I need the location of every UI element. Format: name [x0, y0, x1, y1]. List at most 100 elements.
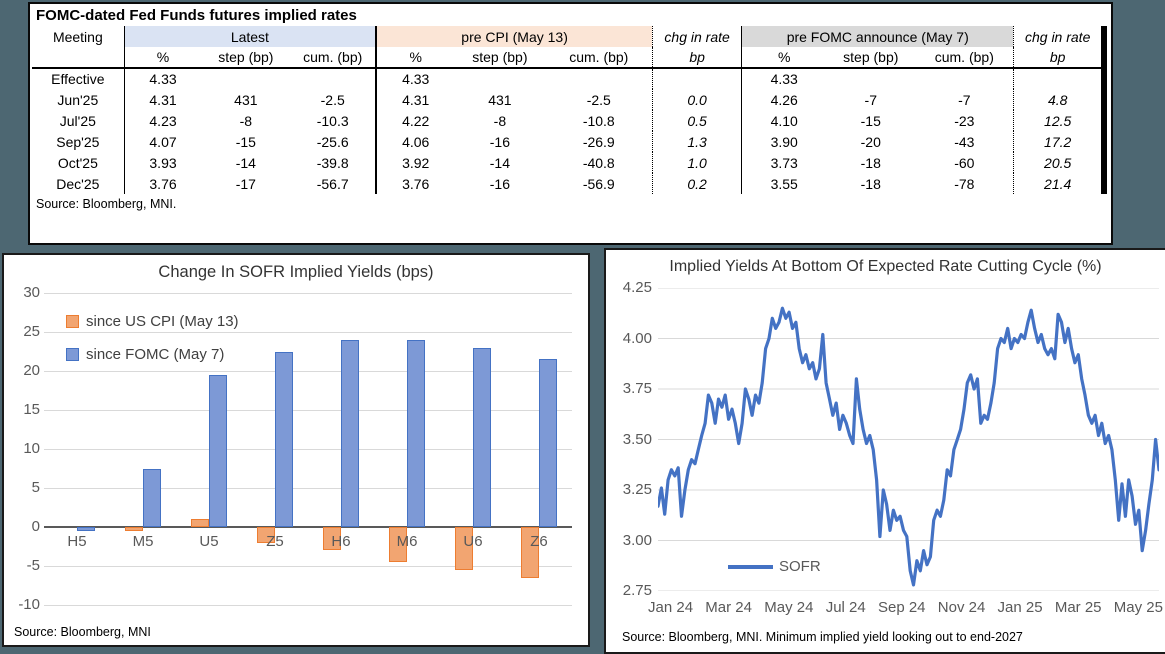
- value-cell: -14: [489, 154, 510, 171]
- value-cell: -14: [235, 154, 256, 171]
- y-tick-label: 4.00: [622, 329, 652, 347]
- value-cell: 17.2: [1013, 131, 1108, 152]
- value-cell: 21.4: [1013, 173, 1108, 194]
- x-category-label: Z6: [530, 533, 548, 550]
- value-cell: -8: [493, 112, 507, 129]
- line-chart-title: Implied Yields At Bottom Of Expected Rat…: [669, 258, 1102, 275]
- value-cell: -7: [915, 89, 1015, 110]
- value-cell: 4.31: [149, 91, 177, 108]
- meeting-cell: Sep'25: [32, 131, 125, 152]
- value-cell: 3.76: [149, 175, 177, 192]
- bar-fomc-M6: [407, 339, 425, 527]
- gridline: [44, 371, 572, 372]
- value-cell: 0.5: [652, 110, 743, 131]
- value-cell: 3.76: [402, 175, 430, 192]
- bar-cpi-M5: [125, 527, 143, 531]
- x-category-label: U5: [199, 533, 219, 550]
- meeting-cell: Jun'25: [32, 89, 125, 110]
- value-cell: 20.5: [1013, 152, 1108, 173]
- x-tick-label: Jan 25: [997, 599, 1043, 616]
- col-header-latest: Latest: [124, 26, 378, 47]
- value-cell: 1.0: [652, 152, 743, 173]
- x-tick-label: Sep 24: [877, 599, 926, 616]
- table-title: FOMC-dated Fed Funds futures implied rat…: [36, 7, 357, 24]
- value-cell: 3.90: [770, 133, 798, 150]
- x-category-label: H5: [67, 533, 87, 550]
- x-category-label: M5: [132, 533, 154, 550]
- y-tick-label: -10: [18, 596, 40, 613]
- col-header-meeting: Meeting: [32, 26, 125, 47]
- y-tick-label: 20: [23, 362, 40, 379]
- bar-fomc-M5: [143, 468, 161, 527]
- bar-fomc-Z5: [275, 351, 293, 527]
- y-tick-label: 15: [23, 401, 40, 418]
- bar-fomc-H6: [341, 339, 359, 527]
- value-cell: 4.33: [149, 71, 177, 87]
- gridline: [44, 410, 572, 411]
- value-cell: -26.9: [545, 131, 654, 152]
- sofr-change-bar-chart-panel: Change In SOFR Implied Yields (bps) H5 M5…: [2, 253, 590, 647]
- y-tick-label: 25: [23, 323, 40, 340]
- value-cell: 3.93: [149, 154, 177, 171]
- value-cell: -7: [864, 91, 877, 108]
- fomc-legend-swatch-icon: [66, 348, 79, 361]
- value-cell: -2.5: [290, 89, 378, 110]
- line-chart-source: Source: Bloomberg, MNI. Minimum implied …: [622, 630, 1023, 644]
- value-cell: [290, 68, 378, 89]
- bar-fomc-H5: [77, 527, 95, 531]
- sofr-line-sample-icon: [728, 564, 773, 569]
- table-subheader-row: % step (bp) cum. (bp)% step (bp) cum. (bp) bp…: [32, 47, 1108, 69]
- bar-chart-title: Change In SOFR Implied Yields (bps): [158, 263, 434, 281]
- gridline: [44, 293, 572, 294]
- subheader-cell: bp: [652, 47, 743, 69]
- subheader-cell: cum. (bp): [915, 47, 1015, 69]
- sofr-line-series: [658, 306, 1159, 587]
- y-tick-label: 4.25: [622, 279, 652, 296]
- meeting-cell: Dec'25: [32, 173, 125, 194]
- bar-cpi-U5: [191, 519, 209, 527]
- subheader-cell: %: [376, 47, 455, 69]
- bar-cpi-M6: [389, 527, 407, 563]
- line-chart-plot-area: [658, 288, 1159, 591]
- gridline: [44, 605, 572, 606]
- value-cell: 4.10: [770, 112, 798, 129]
- bar-cpi-Z5: [257, 527, 275, 543]
- value-cell: 4.07: [149, 133, 177, 150]
- value-cell: -43: [915, 131, 1015, 152]
- x-category-label: H6: [331, 533, 351, 550]
- value-cell: 3.73: [770, 154, 798, 171]
- value-cell: -10.8: [545, 110, 654, 131]
- value-cell: [454, 68, 545, 89]
- y-tick-label: 3.25: [622, 481, 652, 498]
- line-chart-x-axis: Jan 24 Mar 24 May 24 Jul 24 Sep 24 Nov 24 Jan …: [648, 599, 1163, 616]
- table-row: Oct'25 3.93 -14 -39.8 3.92 -14 -40.8 1.0 3.73 -18…: [32, 152, 1108, 173]
- y-tick-label: 10: [23, 440, 40, 457]
- bar-chart-plot-area: H5 M5 U5 Z5 H6 M6 U6 Z6 since US CPI (May 13) sin…: [44, 293, 572, 606]
- sofr-line-svg: [658, 288, 1159, 591]
- value-cell: [1013, 68, 1108, 89]
- x-tick-label: Mar 24: [705, 599, 752, 616]
- value-cell: [652, 68, 743, 89]
- y-tick-label: -5: [26, 557, 40, 574]
- table-source: Source: Bloomberg, MNI.: [36, 197, 177, 211]
- value-cell: 12.5: [1013, 110, 1108, 131]
- subheader-cell: %: [741, 47, 827, 69]
- value-cell: -8: [239, 112, 253, 129]
- subheader-cell: cum. (bp): [545, 47, 654, 69]
- value-cell: [826, 68, 915, 89]
- value-cell: 4.33: [402, 71, 430, 87]
- y-tick-label: 30: [23, 284, 40, 301]
- fed-funds-futures-table: Meeting Latest pre CPI (May 13) chg in rate…: [32, 26, 1108, 194]
- value-cell: -25.6: [290, 131, 378, 152]
- x-tick-label: May 25: [1113, 599, 1163, 616]
- value-cell: 0.0: [652, 89, 743, 110]
- value-cell: -78: [915, 173, 1015, 194]
- table-row: Sep'25 4.07 -15 -25.6 4.06 -16 -26.9 1.3 3.90 -20…: [32, 131, 1108, 152]
- gridline: [44, 332, 572, 333]
- value-cell: 4.06: [402, 133, 430, 150]
- x-tick-label: Jul 24: [825, 599, 866, 616]
- bar-cpi-U6: [455, 527, 473, 570]
- bar-cpi-H6: [323, 527, 341, 551]
- table-header-group-row: Meeting Latest pre CPI (May 13) chg in rate…: [32, 26, 1108, 47]
- value-cell: 4.8: [1013, 89, 1108, 110]
